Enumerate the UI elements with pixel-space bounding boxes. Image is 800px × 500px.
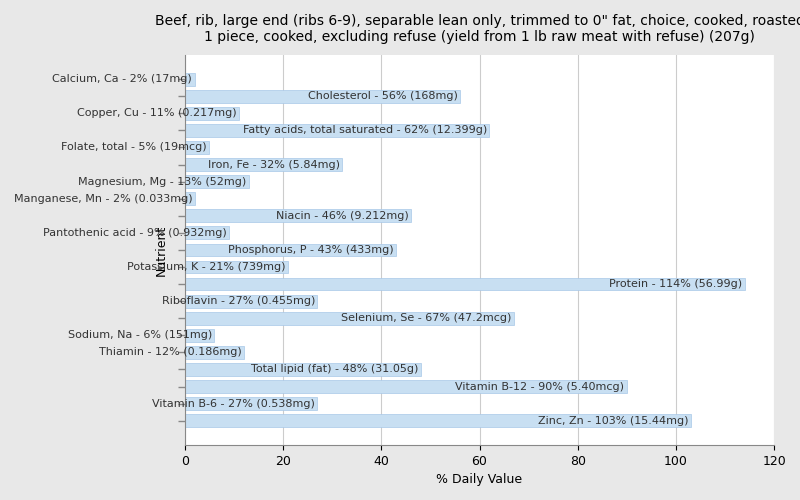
Text: Vitamin B-12 - 90% (5.40mcg): Vitamin B-12 - 90% (5.40mcg) bbox=[455, 382, 625, 392]
Bar bbox=[185, 363, 421, 376]
Bar bbox=[185, 107, 238, 120]
Text: Copper, Cu - 11% (0.217mg): Copper, Cu - 11% (0.217mg) bbox=[77, 108, 236, 118]
Text: Calcium, Ca - 2% (17mg): Calcium, Ca - 2% (17mg) bbox=[52, 74, 192, 84]
Bar bbox=[185, 278, 745, 290]
Text: Thiamin - 12% (0.186mg): Thiamin - 12% (0.186mg) bbox=[98, 348, 242, 358]
Bar bbox=[185, 244, 396, 256]
Bar bbox=[185, 312, 514, 324]
Bar bbox=[185, 397, 318, 410]
Text: Pantothenic acid - 9% (0.932mg): Pantothenic acid - 9% (0.932mg) bbox=[42, 228, 226, 238]
Text: Folate, total - 5% (19mcg): Folate, total - 5% (19mcg) bbox=[62, 142, 207, 152]
Text: Cholesterol - 56% (168mg): Cholesterol - 56% (168mg) bbox=[307, 91, 458, 101]
Text: Manganese, Mn - 2% (0.033mg): Manganese, Mn - 2% (0.033mg) bbox=[14, 194, 192, 203]
Bar bbox=[185, 158, 342, 171]
Text: Sodium, Na - 6% (151mg): Sodium, Na - 6% (151mg) bbox=[67, 330, 212, 340]
Bar bbox=[185, 90, 460, 102]
Text: Vitamin B-6 - 27% (0.538mg): Vitamin B-6 - 27% (0.538mg) bbox=[152, 398, 315, 408]
Text: Zinc, Zn - 103% (15.44mg): Zinc, Zn - 103% (15.44mg) bbox=[538, 416, 688, 426]
Text: Niacin - 46% (9.212mg): Niacin - 46% (9.212mg) bbox=[275, 210, 408, 220]
Text: Riboflavin - 27% (0.455mg): Riboflavin - 27% (0.455mg) bbox=[162, 296, 315, 306]
Bar bbox=[185, 226, 229, 239]
Title: Beef, rib, large end (ribs 6-9), separable lean only, trimmed to 0" fat, choice,: Beef, rib, large end (ribs 6-9), separab… bbox=[154, 14, 800, 44]
Text: Iron, Fe - 32% (5.84mg): Iron, Fe - 32% (5.84mg) bbox=[207, 160, 339, 170]
Bar bbox=[185, 175, 249, 188]
Text: Fatty acids, total saturated - 62% (12.399g): Fatty acids, total saturated - 62% (12.3… bbox=[242, 126, 487, 136]
Text: Magnesium, Mg - 13% (52mg): Magnesium, Mg - 13% (52mg) bbox=[78, 176, 246, 186]
Bar bbox=[185, 210, 410, 222]
Bar bbox=[185, 141, 210, 154]
Bar bbox=[185, 72, 194, 86]
Y-axis label: Nutrient: Nutrient bbox=[154, 224, 167, 276]
Bar bbox=[185, 192, 194, 205]
Text: Protein - 114% (56.99g): Protein - 114% (56.99g) bbox=[609, 279, 742, 289]
Text: Potassium, K - 21% (739mg): Potassium, K - 21% (739mg) bbox=[127, 262, 286, 272]
Bar bbox=[185, 380, 627, 393]
X-axis label: % Daily Value: % Daily Value bbox=[437, 473, 522, 486]
Bar bbox=[185, 260, 288, 274]
Text: Selenium, Se - 67% (47.2mcg): Selenium, Se - 67% (47.2mcg) bbox=[341, 313, 511, 323]
Bar bbox=[185, 329, 214, 342]
Bar bbox=[185, 294, 318, 308]
Bar bbox=[185, 414, 690, 427]
Bar bbox=[185, 124, 490, 136]
Text: Phosphorus, P - 43% (433mg): Phosphorus, P - 43% (433mg) bbox=[228, 245, 394, 255]
Text: Total lipid (fat) - 48% (31.05g): Total lipid (fat) - 48% (31.05g) bbox=[250, 364, 418, 374]
Bar bbox=[185, 346, 244, 359]
